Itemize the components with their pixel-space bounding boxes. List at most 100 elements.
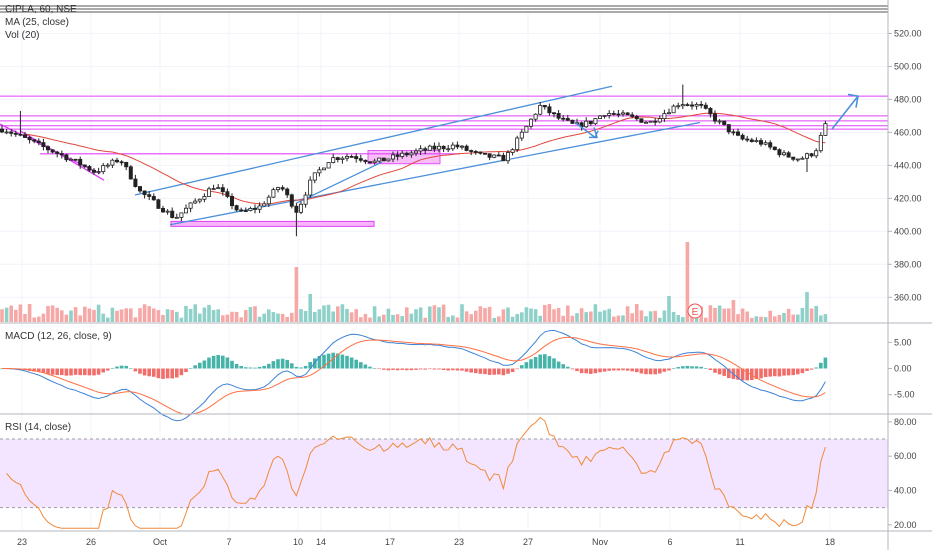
macd-histogram-bar [129, 368, 133, 370]
candle-body [473, 151, 478, 153]
candle [211, 184, 216, 190]
up-arrow-head [847, 93, 859, 108]
rsi-axis[interactable]: 80.00 60.00 40.00 20.00 [888, 417, 917, 530]
candle [69, 157, 74, 161]
candle-body [216, 187, 221, 190]
volume-bar [510, 316, 515, 322]
volume-bar [635, 304, 639, 322]
candle-body [680, 104, 685, 107]
candle-body [409, 152, 414, 156]
candle-body [423, 148, 428, 151]
macd-histogram-bar [648, 368, 653, 375]
candle-body [510, 149, 515, 153]
macd-histogram-bar [556, 361, 561, 369]
candle-body [18, 133, 23, 136]
candle-body [294, 205, 299, 213]
macd-histogram-bar [740, 368, 745, 381]
volume-bar [823, 314, 828, 322]
volume-bar [451, 315, 455, 322]
macd-histogram-bar [474, 368, 478, 374]
candle-body [92, 169, 97, 173]
candlesticks[interactable] [0, 84, 828, 237]
candle [717, 119, 722, 125]
candle-body [358, 158, 363, 161]
candle-body [699, 104, 704, 106]
volume-bar [216, 309, 220, 322]
volume-bar [267, 309, 271, 322]
volume-bar [372, 306, 377, 322]
volume-bar [110, 307, 115, 322]
ma-legend[interactable]: MA (25, close) [5, 17, 69, 28]
macd-histogram-bar [188, 368, 193, 369]
candle-body [257, 205, 262, 210]
volume-bar [336, 306, 340, 322]
price-axis[interactable]: 520.00 500.00 480.00 460.00 440.00 420.00 400.… [888, 28, 922, 302]
volume-bar [170, 310, 174, 322]
candle [110, 158, 115, 169]
candle [119, 160, 124, 166]
volume-bar [547, 304, 552, 322]
macd-histogram-bar [501, 368, 506, 376]
macd-histogram-bar [736, 368, 740, 380]
volume-bar [754, 316, 759, 322]
candle [611, 110, 616, 116]
volume-bar [96, 304, 101, 322]
time-axis[interactable]: 23 26 Oct 7 10 14 17 23 27 Nov 6 11 18 [17, 537, 835, 547]
volume-bar [552, 309, 556, 322]
candle [363, 159, 368, 165]
macd-histogram-bar [566, 366, 570, 369]
candle [115, 157, 120, 164]
volume-bar [630, 313, 634, 322]
axis-tick-label: 80.00 [894, 417, 917, 427]
candle-body [722, 120, 727, 125]
candle-body [262, 203, 267, 207]
macd-histogram-bar [607, 368, 611, 371]
candle-body [607, 113, 612, 116]
macd-legend[interactable]: MACD (12, 26, close, 9) [5, 331, 112, 342]
volume-legend[interactable]: Vol (20) [5, 30, 40, 41]
candle [59, 150, 64, 159]
macd-histogram-bar [681, 366, 685, 369]
time-tick-label: 23 [17, 537, 27, 547]
candle-body [285, 188, 290, 196]
macd-histogram-bar [156, 368, 161, 379]
macd-histogram-bar [221, 355, 225, 369]
axis-tick-label: -5.00 [894, 390, 915, 400]
candle [298, 201, 303, 215]
time-tick-label: 18 [825, 537, 835, 547]
candle-body [0, 128, 4, 133]
macd-histogram-bar [510, 368, 515, 373]
candle-body [183, 207, 188, 214]
volume-bar [763, 317, 768, 322]
macd-histogram-bar [87, 368, 92, 376]
volume-bar [648, 311, 653, 322]
candle [763, 140, 768, 146]
symbol-title[interactable]: CIPLA, 60, NSE [5, 4, 77, 15]
macd-histogram-bar [763, 368, 768, 378]
volume-bar [464, 311, 469, 322]
rsi-legend[interactable]: RSI (14, close) [5, 422, 72, 433]
macd-histogram-bar [671, 368, 676, 369]
candle-body [708, 107, 713, 115]
candle-body [275, 187, 280, 191]
candle-body [147, 194, 152, 197]
candle [653, 117, 658, 126]
macd-histogram-bar [552, 358, 556, 369]
candle-body [749, 139, 754, 142]
candle-body [777, 149, 782, 156]
earnings-event-marker[interactable]: E [687, 303, 703, 319]
volume-bar [520, 312, 524, 322]
candle-body [381, 157, 386, 162]
candle [239, 207, 244, 212]
macd-histogram-bar [598, 368, 602, 373]
candle [731, 129, 736, 136]
volume-bar [400, 316, 404, 322]
volume-bar [621, 315, 625, 322]
candle [331, 153, 336, 164]
macd-axis[interactable]: 5.00 0.00 -5.00 [888, 337, 915, 400]
candle [105, 163, 110, 169]
volume-bar [704, 317, 708, 322]
candle-body [436, 145, 441, 150]
candle [745, 135, 750, 143]
